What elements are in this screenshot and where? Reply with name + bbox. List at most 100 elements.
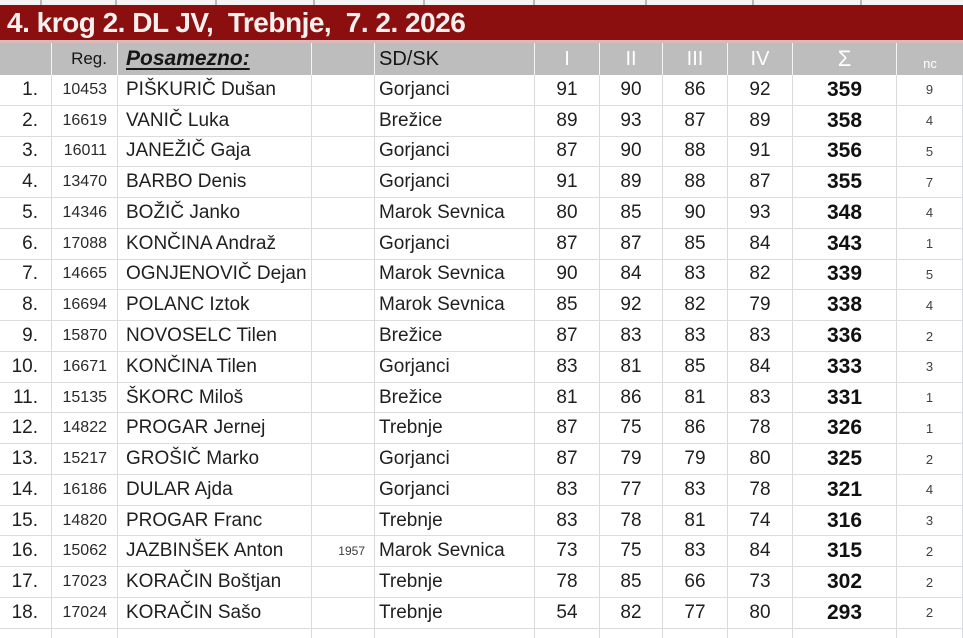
total-score-cell[interactable]: 336 (793, 321, 897, 352)
shooter-name-cell[interactable]: KONČINA Andraž (118, 228, 312, 260)
series-3-score-cell[interactable]: 90 (663, 198, 728, 229)
series-3-score-cell[interactable]: 83 (663, 321, 728, 352)
header-rank-cell[interactable] (0, 43, 52, 75)
series-3-score-cell[interactable]: 86 (663, 75, 728, 106)
series-3-score-cell[interactable]: 83 (663, 474, 728, 506)
birth-year-cell[interactable] (312, 290, 375, 322)
series-1-score-cell[interactable]: 83 (535, 351, 600, 383)
series-4-score-cell[interactable]: 80 (728, 444, 793, 475)
club-cell[interactable]: Trebnje (375, 567, 535, 599)
series-4-score-cell[interactable]: 78 (728, 413, 793, 445)
shooter-name-cell[interactable]: GROŠIČ Marko (118, 444, 312, 475)
nc-cell[interactable]: 1 (897, 382, 963, 414)
header-posamezno[interactable]: Posamezno: (118, 43, 312, 75)
series-3-score-cell[interactable]: 83 (663, 536, 728, 568)
birth-year-cell[interactable] (312, 598, 375, 629)
total-score-cell[interactable]: 293 (793, 598, 897, 629)
total-score-cell[interactable] (793, 628, 897, 638)
club-cell[interactable]: Trebnje (375, 598, 535, 629)
reg-number-cell[interactable]: 16011 (52, 136, 118, 168)
rank-cell[interactable]: 15. (0, 505, 52, 537)
rank-cell[interactable]: 12. (0, 413, 52, 445)
header-series-1[interactable]: I (535, 43, 600, 75)
series-4-score-cell[interactable]: 74 (728, 505, 793, 537)
series-2-score-cell[interactable]: 78 (600, 505, 663, 537)
total-score-cell[interactable]: 325 (793, 444, 897, 475)
nc-cell[interactable]: 4 (897, 474, 963, 506)
nc-cell[interactable]: 2 (897, 321, 963, 352)
series-1-score-cell[interactable]: 90 (535, 259, 600, 291)
birth-year-cell[interactable] (312, 105, 375, 137)
series-2-score-cell[interactable]: 85 (600, 198, 663, 229)
header-series-2[interactable]: II (600, 43, 663, 75)
series-4-score-cell[interactable] (728, 628, 793, 638)
shooter-name-cell[interactable]: PROGAR Franc (118, 505, 312, 537)
birth-year-cell[interactable] (312, 321, 375, 352)
birth-year-cell[interactable] (312, 474, 375, 506)
nc-cell[interactable]: 4 (897, 105, 963, 137)
total-score-cell[interactable]: 343 (793, 228, 897, 260)
header-sum-sigma[interactable]: Σ (793, 43, 897, 75)
total-score-cell[interactable]: 355 (793, 167, 897, 199)
club-cell[interactable]: Gorjanci (375, 351, 535, 383)
series-3-score-cell[interactable]: 85 (663, 351, 728, 383)
series-1-score-cell[interactable]: 81 (535, 382, 600, 414)
nc-cell[interactable]: 5 (897, 136, 963, 168)
birth-year-cell[interactable] (312, 198, 375, 229)
rank-cell[interactable]: 16. (0, 536, 52, 568)
rank-cell[interactable]: 5. (0, 198, 52, 229)
series-4-score-cell[interactable]: 84 (728, 228, 793, 260)
rank-cell[interactable]: 9. (0, 321, 52, 352)
club-cell[interactable]: Brežice (375, 105, 535, 137)
shooter-name-cell[interactable]: OGNJENOVIČ Dejan (118, 259, 312, 291)
club-cell[interactable]: Gorjanci (375, 228, 535, 260)
total-score-cell[interactable]: 331 (793, 382, 897, 414)
nc-cell[interactable]: 4 (897, 198, 963, 229)
series-3-score-cell[interactable]: 88 (663, 136, 728, 168)
series-2-score-cell[interactable] (600, 628, 663, 638)
shooter-name-cell[interactable]: KORAČIN Sašo (118, 598, 312, 629)
series-4-score-cell[interactable]: 84 (728, 351, 793, 383)
series-2-score-cell[interactable]: 81 (600, 351, 663, 383)
nc-cell[interactable]: 7 (897, 167, 963, 199)
nc-cell[interactable]: 2 (897, 567, 963, 599)
club-cell[interactable]: Marok Sevnica (375, 259, 535, 291)
shooter-name-cell[interactable]: BARBO Denis (118, 167, 312, 199)
series-1-score-cell[interactable]: 91 (535, 167, 600, 199)
reg-number-cell[interactable]: 17088 (52, 228, 118, 260)
reg-number-cell[interactable]: 16694 (52, 290, 118, 322)
shooter-name-cell[interactable]: PIŠKURIČ Dušan (118, 75, 312, 106)
reg-number-cell[interactable]: 15870 (52, 321, 118, 352)
shooter-name-cell[interactable]: POLANC Iztok (118, 290, 312, 322)
series-4-score-cell[interactable]: 78 (728, 474, 793, 506)
series-3-score-cell[interactable]: 79 (663, 444, 728, 475)
series-1-score-cell[interactable]: 87 (535, 321, 600, 352)
series-1-score-cell[interactable]: 83 (535, 474, 600, 506)
reg-number-cell[interactable]: 17024 (52, 598, 118, 629)
series-2-score-cell[interactable]: 93 (600, 105, 663, 137)
nc-cell[interactable]: 1 (897, 228, 963, 260)
club-cell[interactable]: Gorjanci (375, 444, 535, 475)
series-1-score-cell[interactable]: 89 (535, 105, 600, 137)
series-4-score-cell[interactable]: 89 (728, 105, 793, 137)
series-4-score-cell[interactable]: 80 (728, 598, 793, 629)
nc-cell[interactable]: 2 (897, 444, 963, 475)
birth-year-cell[interactable] (312, 628, 375, 638)
total-score-cell[interactable]: 348 (793, 198, 897, 229)
series-1-score-cell[interactable]: 85 (535, 290, 600, 322)
reg-number-cell[interactable]: 14346 (52, 198, 118, 229)
club-cell[interactable]: Gorjanci (375, 136, 535, 168)
total-score-cell[interactable]: 338 (793, 290, 897, 322)
total-score-cell[interactable]: 302 (793, 567, 897, 599)
rank-cell[interactable]: 1. (0, 75, 52, 106)
series-1-score-cell[interactable]: 78 (535, 567, 600, 599)
shooter-name-cell[interactable]: KORAČIN Boštjan (118, 567, 312, 599)
rank-cell[interactable] (0, 628, 52, 638)
series-1-score-cell[interactable] (535, 628, 600, 638)
series-4-score-cell[interactable]: 73 (728, 567, 793, 599)
header-reg[interactable]: Reg. (52, 43, 118, 75)
reg-number-cell[interactable]: 13470 (52, 167, 118, 199)
shooter-name-cell[interactable]: KONČINA Tilen (118, 351, 312, 383)
birth-year-cell[interactable] (312, 413, 375, 445)
nc-cell[interactable]: 4 (897, 290, 963, 322)
